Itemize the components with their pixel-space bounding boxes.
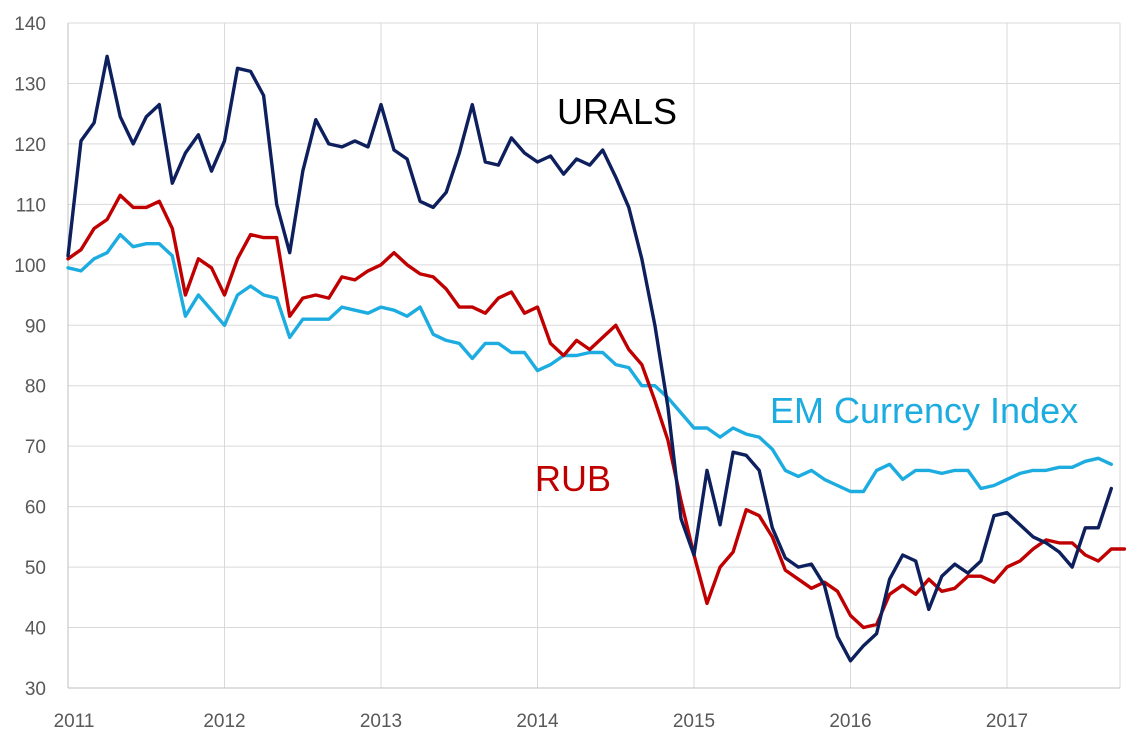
series-line-rub <box>66 193 1127 630</box>
x-tick-label: 2014 <box>516 711 559 732</box>
y-gridlines <box>68 22 1120 629</box>
y-tick-label: 120 <box>14 135 46 156</box>
series-line-em-currency-index <box>66 232 1114 494</box>
y-tick-label: 110 <box>16 195 46 216</box>
x-tick-label: 2015 <box>673 711 715 732</box>
series-line-urals <box>66 54 1114 663</box>
series-lines <box>66 54 1127 663</box>
x-tick-label: 2016 <box>829 711 871 732</box>
x-tick-label: 2013 <box>360 711 402 732</box>
y-tick-label: 140 <box>14 14 46 35</box>
y-axis-tick-labels: 30 40 50 60 70 80 90 100 110 120 130 140 <box>14 14 46 700</box>
y-tick-label: 100 <box>14 256 46 277</box>
y-tick-label: 40 <box>25 619 46 640</box>
urals-label: URALS <box>557 91 677 132</box>
y-tick-label: 130 <box>14 74 46 95</box>
x-tick-label: 2012 <box>203 711 245 732</box>
y-tick-label: 90 <box>25 316 46 337</box>
y-tick-label: 30 <box>25 679 46 700</box>
x-axis-tick-labels: 2011 2012 2013 2014 2015 2016 2017 <box>54 711 1029 732</box>
rub-label: RUB <box>535 458 611 499</box>
y-tick-label: 70 <box>25 437 46 458</box>
y-tick-label: 60 <box>25 498 46 519</box>
x-tick-label: 2011 <box>54 711 95 732</box>
y-tick-label: 80 <box>25 377 46 398</box>
x-tick-label: 2017 <box>986 711 1028 732</box>
y-tick-label: 50 <box>25 558 46 579</box>
em-currency-index-label: EM Currency Index <box>770 390 1078 431</box>
